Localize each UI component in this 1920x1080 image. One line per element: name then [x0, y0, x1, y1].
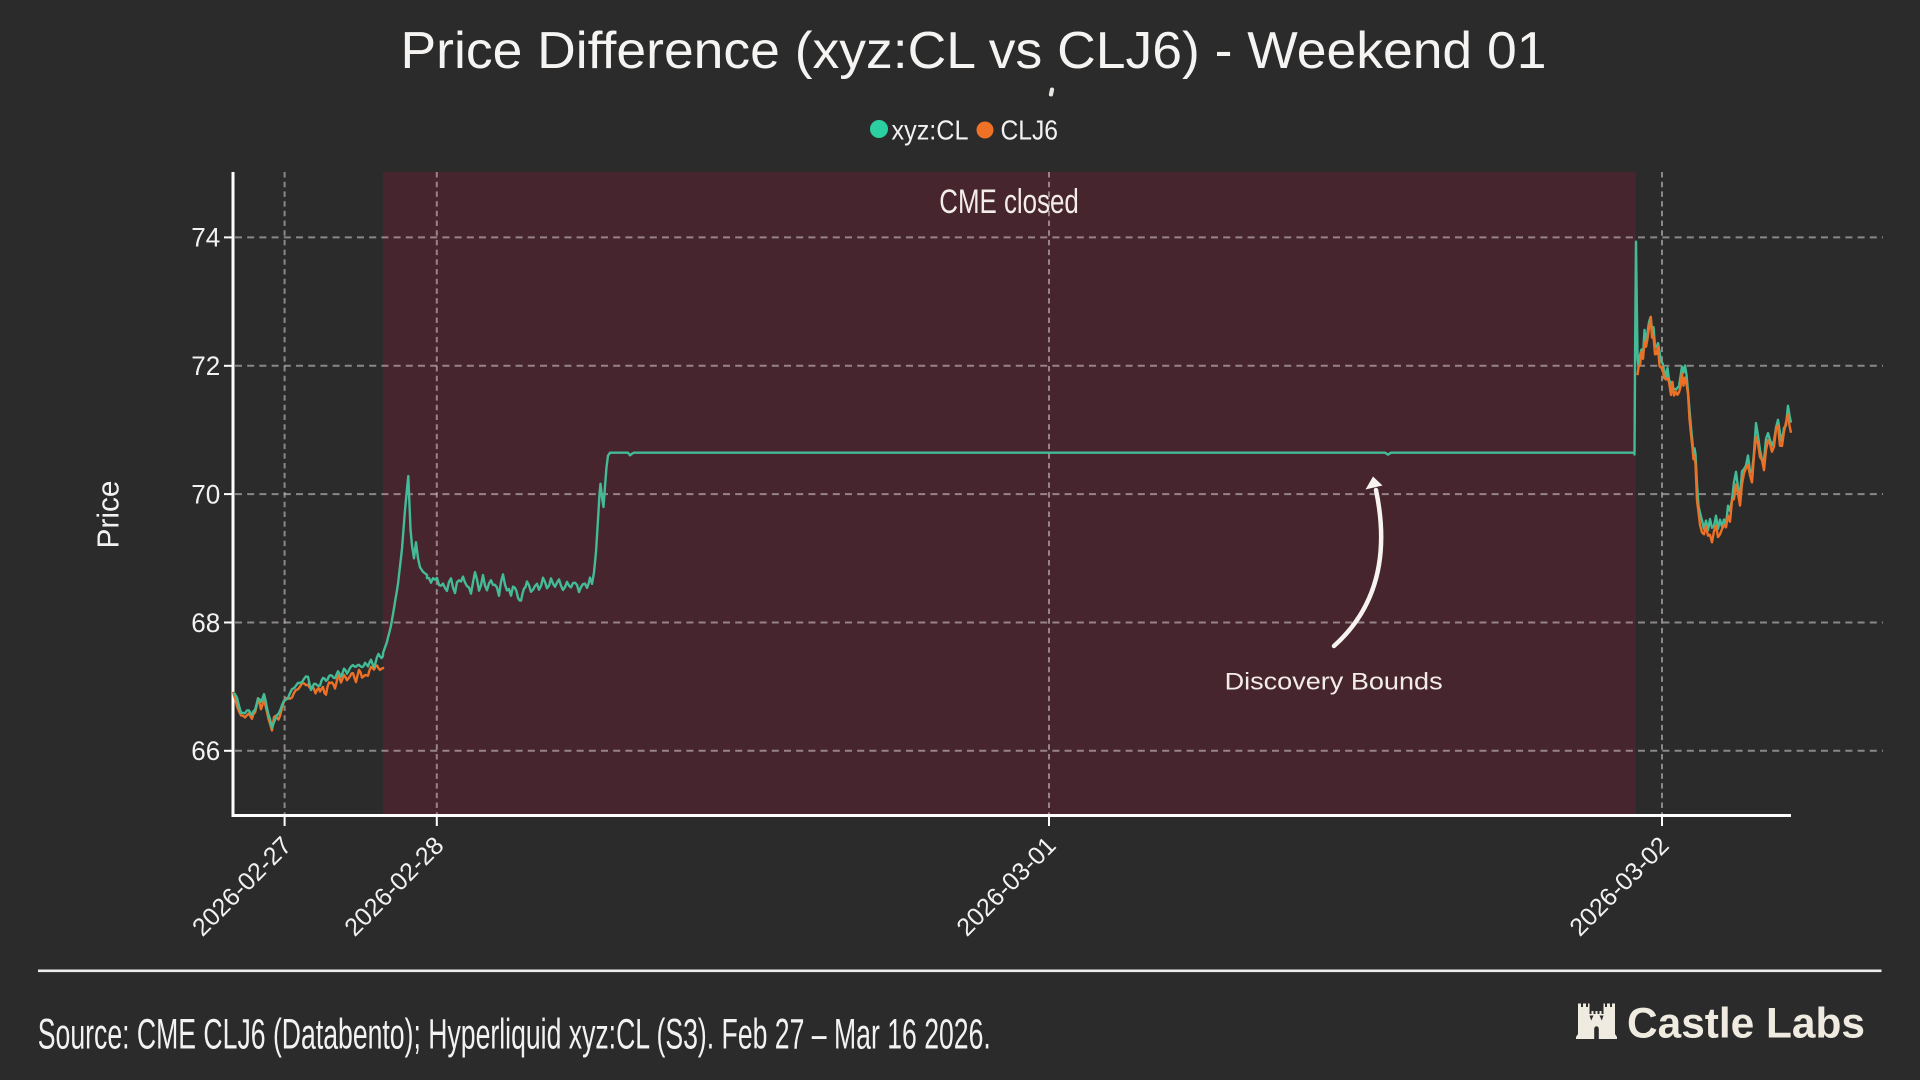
svg-text:70: 70 — [191, 479, 220, 509]
svg-text:Price Difference (xyz:CL vs CL: Price Difference (xyz:CL vs CLJ6) - Week… — [401, 22, 1547, 80]
svg-text:2026-02-27: 2026-02-27 — [187, 831, 297, 941]
svg-text:Discovery Bounds: Discovery Bounds — [1225, 669, 1443, 696]
svg-text:2026-03-01: 2026-03-01 — [951, 831, 1061, 941]
svg-text:74: 74 — [191, 223, 220, 253]
svg-text:66: 66 — [191, 736, 220, 766]
svg-text:Price: Price — [90, 481, 125, 549]
svg-text:68: 68 — [191, 608, 220, 638]
svg-text:Castle Labs: Castle Labs — [1627, 1001, 1865, 1048]
svg-text:72: 72 — [191, 351, 220, 381]
svg-text:2026-02-28: 2026-02-28 — [339, 831, 449, 941]
svg-text:2026-03-02: 2026-03-02 — [1564, 831, 1674, 941]
svg-text:Source: CME CLJ6 (Databento);: Source: CME CLJ6 (Databento); Hyperliqui… — [38, 1011, 991, 1059]
svg-text:CLJ6: CLJ6 — [1001, 114, 1059, 145]
svg-text:xyz:CL: xyz:CL — [892, 114, 969, 145]
svg-text:CME closed: CME closed — [939, 183, 1079, 221]
